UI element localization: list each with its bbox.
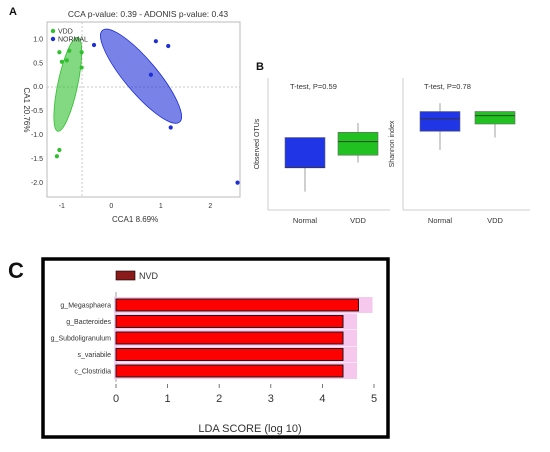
vdd-point: [79, 50, 84, 55]
lda-bar: [115, 348, 344, 361]
left-boxplot-xtick-normal: Normal: [293, 216, 318, 225]
lda-category-label: g_Subdoligranulum: [51, 336, 111, 343]
vdd-confidence-ellipse: [53, 36, 83, 132]
scatter-x-tick-label: 0: [109, 203, 113, 210]
normal-point: [166, 43, 171, 49]
legend-vdd-marker: [50, 28, 56, 34]
scatter-legend: VDD NORMAL: [50, 28, 88, 44]
right-boxplot-xtick-vdd: VDD: [487, 216, 503, 225]
lda-x-tick-label: 2: [216, 393, 222, 405]
panel-label-b: B: [256, 61, 264, 73]
lda-category-label: s_variabile: [78, 352, 112, 359]
scatter-x-tick-label: 1: [159, 203, 163, 210]
legend-vdd-label: VDD: [58, 29, 73, 36]
right-boxplot-normal-box: [419, 111, 461, 132]
normal-point: [91, 42, 97, 48]
scatter-y-tick-label: 0.0: [33, 84, 43, 91]
scatter-x-tick-label: -1: [59, 203, 65, 210]
lda-bar: [115, 298, 359, 312]
lda-x-tick-label: 4: [319, 393, 325, 405]
scatter-y-axis-label: CA1 20.76%: [22, 88, 31, 133]
normal-point: [148, 72, 154, 77]
vdd-point: [59, 59, 64, 64]
left-boxplot-annotation: T-test, P=0.59: [290, 82, 337, 91]
normal-point: [168, 125, 173, 130]
vdd-point: [67, 48, 72, 53]
panel-label-c: C: [8, 258, 24, 283]
scatter-y-tick-label: -1.0: [31, 132, 43, 139]
vdd-point: [79, 65, 84, 70]
right-boxplot-xtick-normal: Normal: [428, 216, 453, 225]
lda-x-tick-label: 5: [371, 393, 377, 405]
lda-category-label: c_Clostridia: [74, 369, 111, 376]
vdd-point: [64, 58, 69, 63]
lda-category-label: g_Megasphaera: [60, 303, 111, 310]
panel-label-a: A: [9, 6, 17, 18]
right-boxplot-y-label: Shannon index: [389, 120, 396, 167]
normal-point: [153, 39, 158, 44]
left-boxplot-normal-box: [284, 137, 326, 168]
legend-normal-label: NORMAL: [58, 37, 88, 44]
normal-point: [235, 180, 240, 185]
scatter-x-tick-label: 2: [208, 203, 212, 210]
lda-x-tick-label: 1: [165, 393, 171, 405]
lda-bar-chart: NVD g_Megasphaera g_Bacteroides g_Subdolig…: [41, 257, 390, 439]
vdd-point: [54, 154, 59, 159]
alpha-diversity-boxplots: T-test, P=0.59 Observed OTUs Normal VDD …: [254, 78, 530, 225]
lda-x-axis-label: LDA SCORE (log 10): [198, 423, 301, 435]
scatter-x-axis-label: CCA1 8.69%: [112, 215, 158, 224]
vdd-point: [57, 50, 62, 55]
right-boxplot-vdd-box: [474, 111, 516, 125]
lda-legend-label: NVD: [139, 271, 159, 281]
lda-x-tick-label: 3: [268, 393, 274, 405]
normal-confidence-ellipse: [100, 28, 182, 124]
right-boxplot-annotation: T-test, P=0.78: [424, 82, 471, 91]
lda-bar: [115, 331, 344, 345]
lda-x-tick-label: 0: [113, 393, 119, 405]
lda-category-label: g_Bacteroides: [66, 319, 111, 326]
scatter-y-tick-label: -1.5: [31, 156, 43, 163]
lda-legend: NVD: [115, 270, 159, 281]
lda-legend-swatch: [115, 270, 136, 281]
scatter-y-tick-label: -2.0: [31, 180, 43, 187]
lda-bar: [115, 364, 344, 378]
cca-scatter-chart: CCA p-value: 0.39 - ADONIS p-value: 0.43…: [22, 9, 241, 224]
lda-bar: [115, 315, 344, 328]
left-boxplot-xtick-vdd: VDD: [350, 216, 366, 225]
scatter-y-tick-label: -0.5: [31, 108, 43, 115]
scatter-y-tick-label: 0.5: [33, 60, 43, 67]
scatter-y-tick-label: 1.0: [33, 36, 43, 43]
vdd-point: [57, 147, 62, 153]
left-boxplot-y-label: Observed OTUs: [254, 118, 261, 169]
legend-normal-marker: [50, 36, 56, 42]
scatter-title: CCA p-value: 0.39 - ADONIS p-value: 0.43: [68, 9, 228, 19]
left-boxplot-vdd-box: [337, 132, 379, 156]
